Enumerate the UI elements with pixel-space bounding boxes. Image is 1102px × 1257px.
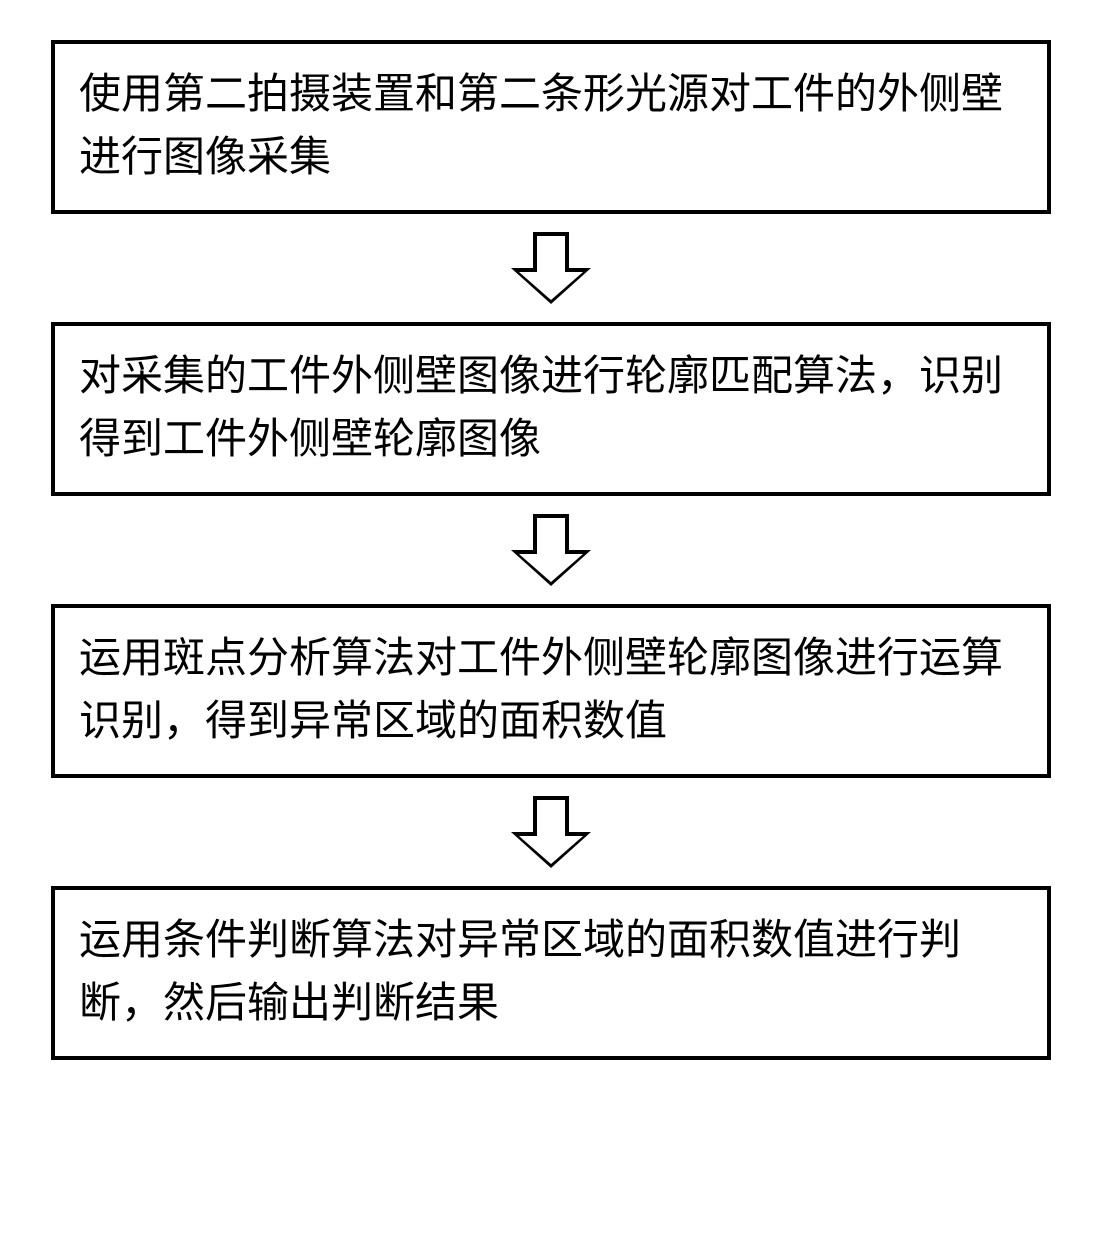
step-text: 运用条件判断算法对异常区域的面积数值进行判断，然后输出判断结果 xyxy=(79,918,961,1027)
flowchart-container: 使用第二拍摄装置和第二条形光源对工件的外侧壁进行图像采集 对采集的工件外侧壁图像… xyxy=(50,40,1052,1060)
flowchart-step-3: 运用斑点分析算法对工件外侧壁轮廓图像进行运算识别，得到异常区域的面积数值 xyxy=(51,604,1051,778)
down-arrow-icon xyxy=(511,796,591,868)
arrow-1 xyxy=(511,232,591,304)
flowchart-step-1: 使用第二拍摄装置和第二条形光源对工件的外侧壁进行图像采集 xyxy=(51,40,1051,214)
step-text: 运用斑点分析算法对工件外侧壁轮廓图像进行运算识别，得到异常区域的面积数值 xyxy=(79,636,1003,745)
arrow-2 xyxy=(511,514,591,586)
down-arrow-icon xyxy=(511,514,591,586)
flowchart-step-4: 运用条件判断算法对异常区域的面积数值进行判断，然后输出判断结果 xyxy=(51,886,1051,1060)
step-text: 对采集的工件外侧壁图像进行轮廓匹配算法，识别得到工件外侧壁轮廓图像 xyxy=(79,354,1003,463)
arrow-3 xyxy=(511,796,591,868)
down-arrow-icon xyxy=(511,232,591,304)
flowchart-step-2: 对采集的工件外侧壁图像进行轮廓匹配算法，识别得到工件外侧壁轮廓图像 xyxy=(51,322,1051,496)
step-text: 使用第二拍摄装置和第二条形光源对工件的外侧壁进行图像采集 xyxy=(79,72,1003,181)
